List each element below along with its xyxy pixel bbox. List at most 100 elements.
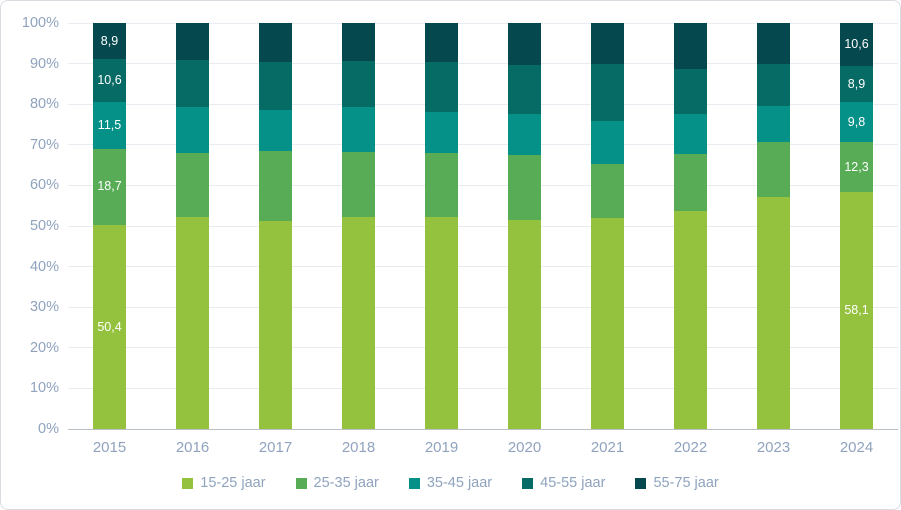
- bar-stack: [176, 23, 209, 429]
- plot-area: 50,4 18,7 11,5 10,6 8,9 58,1 12,3 9,8 8,9 10,6: [68, 22, 898, 430]
- bar-segment: [674, 69, 707, 115]
- segment-value-label: 8,9: [100, 33, 119, 48]
- gridline: [68, 387, 898, 389]
- segment-value-label: 10,6: [97, 73, 122, 88]
- gridline: [68, 63, 898, 65]
- bar-segment: [591, 164, 624, 219]
- legend-swatch-icon: [182, 477, 194, 489]
- bar-segment: [508, 114, 541, 156]
- bar-stack: [259, 23, 292, 429]
- bar-segment: 10,6: [93, 59, 126, 103]
- y-tick-label: 40%: [29, 258, 59, 275]
- x-tick-label: 2016: [175, 439, 210, 456]
- bar-stack: [342, 23, 375, 429]
- gridline: [68, 306, 898, 308]
- bar-segment: [176, 59, 209, 108]
- bar-segment: [757, 105, 790, 143]
- gridline: [68, 347, 898, 349]
- x-tick-label: 2021: [590, 439, 625, 456]
- bar-column-2017: [234, 23, 317, 429]
- bar-stack: [508, 23, 541, 429]
- bar-segment: [674, 114, 707, 155]
- x-tick-label: 2024: [839, 439, 874, 456]
- bar-segment: [259, 150, 292, 222]
- legend-label: 35-45 jaar: [426, 475, 493, 491]
- bars-layer: 50,4 18,7 11,5 10,6 8,9 58,1 12,3 9,8 8,9 10,6: [68, 23, 898, 429]
- legend-item: 25-35 jaar: [295, 475, 379, 491]
- bar-column-2024: 58,1 12,3 9,8 8,9 10,6: [815, 23, 898, 429]
- x-axis: 2015 2016 2017 2018 2019 2020 2021 2022 2023 2024: [68, 439, 898, 456]
- bar-segment: [259, 23, 292, 62]
- legend-item: 35-45 jaar: [408, 475, 493, 491]
- bar-column-2019: [400, 23, 483, 429]
- gridline: [68, 22, 898, 24]
- x-tick-label: 2017: [258, 439, 293, 456]
- bar-column-2018: [317, 23, 400, 429]
- bar-segment: [425, 62, 458, 112]
- segment-value-label: 8,9: [847, 77, 866, 92]
- bar-segment: [176, 152, 209, 217]
- x-tick-label: 2019: [424, 439, 459, 456]
- bar-segment: 18,7: [93, 148, 126, 225]
- bar-segment: [342, 152, 375, 217]
- bar-segment: 58,1: [840, 192, 873, 429]
- bar-segment: [757, 197, 790, 429]
- bar-segment: [591, 120, 624, 165]
- bar-segment: [757, 142, 790, 198]
- bar-column-2020: [483, 23, 566, 429]
- bar-segment: [259, 221, 292, 429]
- segment-value-label: 12,3: [844, 160, 869, 175]
- bar-segment: [342, 60, 375, 108]
- bar-segment: [425, 152, 458, 218]
- legend-swatch-icon: [522, 477, 534, 489]
- bar-segment: [176, 216, 209, 429]
- segment-value-label: 50,4: [97, 319, 122, 334]
- bar-segment: 8,9: [93, 23, 126, 60]
- bar-segment: [425, 111, 458, 153]
- gridline: [68, 144, 898, 146]
- bar-segment: 9,8: [840, 102, 873, 143]
- bar-segment: [259, 61, 292, 110]
- segment-value-label: 58,1: [844, 303, 869, 318]
- y-tick-label: 70%: [29, 136, 59, 153]
- bar-column-2016: [151, 23, 234, 429]
- bar-segment: [591, 64, 624, 121]
- y-tick-label: 0%: [38, 421, 59, 437]
- x-axis-line: [68, 428, 898, 430]
- bar-segment: 8,9: [840, 66, 873, 103]
- bar-stack: [757, 23, 790, 429]
- bar-segment: [259, 109, 292, 151]
- bar-stack: [674, 23, 707, 429]
- gridline: [68, 225, 898, 227]
- y-tick-label: 90%: [29, 55, 59, 72]
- y-tick-label: 80%: [29, 96, 59, 113]
- y-tick-label: 100%: [21, 15, 59, 31]
- x-tick-label: 2020: [507, 439, 542, 456]
- bar-stack: [425, 23, 458, 429]
- bar-segment: [757, 23, 790, 65]
- legend-swatch-icon: [408, 477, 420, 489]
- bar-segment: 12,3: [840, 142, 873, 193]
- x-tick-label: 2022: [673, 439, 708, 456]
- bar-segment: 50,4: [93, 224, 126, 429]
- bar-stack: 58,1 12,3 9,8 8,9 10,6: [840, 23, 873, 429]
- x-tick-label: 2018: [341, 439, 376, 456]
- segment-value-label: 18,7: [97, 179, 122, 194]
- gridline: [68, 103, 898, 105]
- y-tick-label: 20%: [29, 339, 59, 356]
- bar-segment: [757, 64, 790, 106]
- bar-segment: [425, 217, 458, 429]
- bar-segment: [508, 220, 541, 429]
- bar-column-2023: [732, 23, 815, 429]
- legend-label: 25-35 jaar: [313, 475, 379, 491]
- gridline: [68, 266, 898, 268]
- bar-column-2015: 50,4 18,7 11,5 10,6 8,9: [68, 23, 151, 429]
- legend-label: 55-75 jaar: [653, 475, 719, 491]
- legend-item: 55-75 jaar: [635, 475, 719, 491]
- bar-segment: [591, 218, 624, 429]
- y-tick-label: 50%: [29, 218, 59, 234]
- bar-segment: [425, 23, 458, 63]
- bar-segment: [674, 154, 707, 211]
- bar-segment: [176, 23, 209, 60]
